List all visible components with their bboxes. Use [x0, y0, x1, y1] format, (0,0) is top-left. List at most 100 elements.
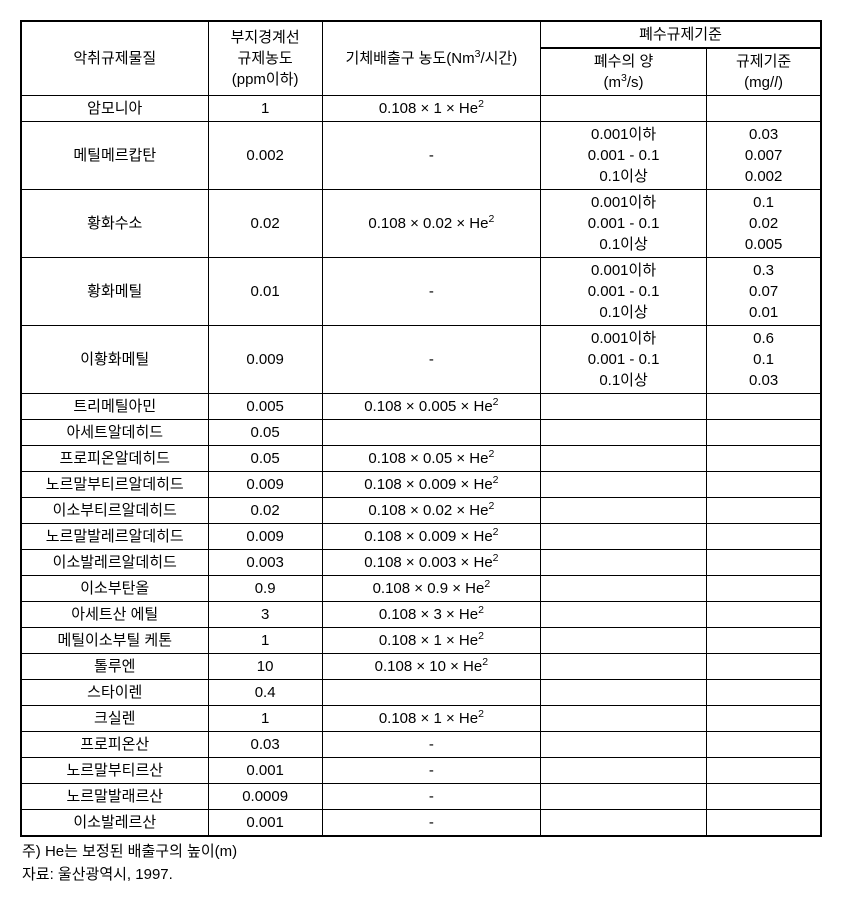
cell-waste-std: [707, 784, 821, 810]
cell-waste-amount: [540, 602, 706, 628]
table-row: 이소발레르산0.001-: [21, 810, 821, 837]
cell-waste-amount: [540, 96, 706, 122]
cell-waste-amount: [540, 732, 706, 758]
cell-gas: -: [322, 326, 540, 394]
cell-gas: 0.108 × 0.05 × He2: [322, 446, 540, 472]
cell-waste-amount: [540, 758, 706, 784]
header-boundary: 부지경계선 규제농도 (ppm이하): [208, 21, 322, 96]
cell-waste-std: [707, 394, 821, 420]
cell-waste-amount: [540, 446, 706, 472]
table-row: 스타이렌0.4: [21, 680, 821, 706]
cell-waste-std: [707, 498, 821, 524]
cell-ppm: 0.009: [208, 524, 322, 550]
cell-substance: 프로피온알데히드: [21, 446, 208, 472]
cell-waste-std: [707, 96, 821, 122]
cell-waste-std: 0.03 0.007 0.002: [707, 122, 821, 190]
cell-gas-sup: 2: [482, 656, 488, 668]
table-row: 노르말발레르알데히드0.0090.108 × 0.009 × He2: [21, 524, 821, 550]
cell-gas-sup: 2: [489, 500, 495, 512]
cell-ppm: 0.9: [208, 576, 322, 602]
table-row: 프로피온산0.03-: [21, 732, 821, 758]
cell-ppm: 1: [208, 706, 322, 732]
cell-substance: 아세트알데히드: [21, 420, 208, 446]
table-row: 크실렌10.108 × 1 × He2: [21, 706, 821, 732]
cell-ppm: 1: [208, 96, 322, 122]
header-waste-amt-tail: /s): [627, 74, 644, 91]
cell-gas-text: 0.108 × 1 × He: [379, 100, 478, 117]
cell-waste-std: 0.6 0.1 0.03: [707, 326, 821, 394]
cell-gas-text: 0.108 × 0.009 × He: [364, 476, 492, 493]
cell-ppm: 0.02: [208, 498, 322, 524]
table-row: 아세트알데히드0.05: [21, 420, 821, 446]
cell-gas: 0.108 × 0.9 × He2: [322, 576, 540, 602]
cell-gas: 0.108 × 10 × He2: [322, 654, 540, 680]
cell-ppm: 0.01: [208, 258, 322, 326]
cell-gas: [322, 680, 540, 706]
cell-ppm: 3: [208, 602, 322, 628]
cell-gas: 0.108 × 0.02 × He2: [322, 190, 540, 258]
cell-substance: 노르말부티르산: [21, 758, 208, 784]
cell-gas-sup: 2: [493, 474, 499, 486]
cell-ppm: 0.002: [208, 122, 322, 190]
table-row: 이소부티르알데히드0.020.108 × 0.02 × He2: [21, 498, 821, 524]
cell-gas-sup: 2: [493, 396, 499, 408]
cell-substance: 이소부티르알데히드: [21, 498, 208, 524]
cell-ppm: 0.05: [208, 420, 322, 446]
cell-gas: 0.108 × 0.003 × He2: [322, 550, 540, 576]
cell-waste-amount: 0.001이하 0.001 - 0.1 0.1이상: [540, 190, 706, 258]
cell-ppm: 0.02: [208, 190, 322, 258]
header-substance: 악취규제물질: [21, 21, 208, 96]
header-waste-amt: 폐수의 양 (m3/s): [540, 48, 706, 96]
cell-waste-amount: [540, 420, 706, 446]
cell-ppm: 1: [208, 628, 322, 654]
table-row: 암모니아10.108 × 1 × He2: [21, 96, 821, 122]
cell-waste-std: [707, 576, 821, 602]
header-waste-std: 규제기준 (mg/𝑙): [707, 48, 821, 96]
cell-gas: 0.108 × 0.005 × He2: [322, 394, 540, 420]
cell-gas: -: [322, 732, 540, 758]
cell-substance: 황화메틸: [21, 258, 208, 326]
cell-gas: 0.108 × 1 × He2: [322, 96, 540, 122]
cell-gas: [322, 420, 540, 446]
table-row: 아세트산 에틸30.108 × 3 × He2: [21, 602, 821, 628]
cell-waste-amount: [540, 550, 706, 576]
table-body: 암모니아10.108 × 1 × He2메틸메르캅탄0.002-0.001이하 …: [21, 96, 821, 837]
cell-waste-std: [707, 706, 821, 732]
cell-gas-text: 0.108 × 0.003 × He: [364, 554, 492, 571]
cell-gas: 0.108 × 1 × He2: [322, 628, 540, 654]
cell-waste-std: [707, 472, 821, 498]
cell-gas-sup: 2: [484, 578, 490, 590]
table-row: 이소발레르알데히드0.0030.108 × 0.003 × He2: [21, 550, 821, 576]
cell-substance: 이소발레르알데히드: [21, 550, 208, 576]
cell-substance: 아세트산 에틸: [21, 602, 208, 628]
cell-ppm: 0.001: [208, 810, 322, 837]
cell-gas-text: 0.108 × 1 × He: [379, 632, 478, 649]
odor-regulation-table: 악취규제물질 부지경계선 규제농도 (ppm이하) 기체배출구 농도(Nm3/시…: [20, 20, 822, 837]
cell-waste-std: [707, 654, 821, 680]
header-gas-tail: /시간): [480, 50, 517, 67]
cell-substance: 이소부탄올: [21, 576, 208, 602]
cell-gas-sup: 2: [478, 604, 484, 616]
cell-waste-std: [707, 758, 821, 784]
cell-waste-std: [707, 732, 821, 758]
table-row: 황화메틸0.01-0.001이하 0.001 - 0.1 0.1이상0.3 0.…: [21, 258, 821, 326]
cell-ppm: 0.009: [208, 326, 322, 394]
cell-substance: 황화수소: [21, 190, 208, 258]
table-row: 톨루엔100.108 × 10 × He2: [21, 654, 821, 680]
header-gas: 기체배출구 농도(Nm3/시간): [322, 21, 540, 96]
cell-waste-amount: 0.001이하 0.001 - 0.1 0.1이상: [540, 258, 706, 326]
cell-gas: -: [322, 784, 540, 810]
cell-gas-text: 0.108 × 0.02 × He: [368, 502, 488, 519]
cell-substance: 크실렌: [21, 706, 208, 732]
cell-substance: 노르말발래르산: [21, 784, 208, 810]
cell-waste-amount: [540, 680, 706, 706]
table-row: 프로피온알데히드0.050.108 × 0.05 × He2: [21, 446, 821, 472]
cell-waste-amount: [540, 654, 706, 680]
cell-substance: 톨루엔: [21, 654, 208, 680]
cell-gas: 0.108 × 0.009 × He2: [322, 472, 540, 498]
cell-ppm: 0.05: [208, 446, 322, 472]
cell-gas: 0.108 × 0.02 × He2: [322, 498, 540, 524]
table-row: 메틸이소부틸 케톤10.108 × 1 × He2: [21, 628, 821, 654]
cell-substance: 메틸메르캅탄: [21, 122, 208, 190]
cell-waste-std: 0.3 0.07 0.01: [707, 258, 821, 326]
